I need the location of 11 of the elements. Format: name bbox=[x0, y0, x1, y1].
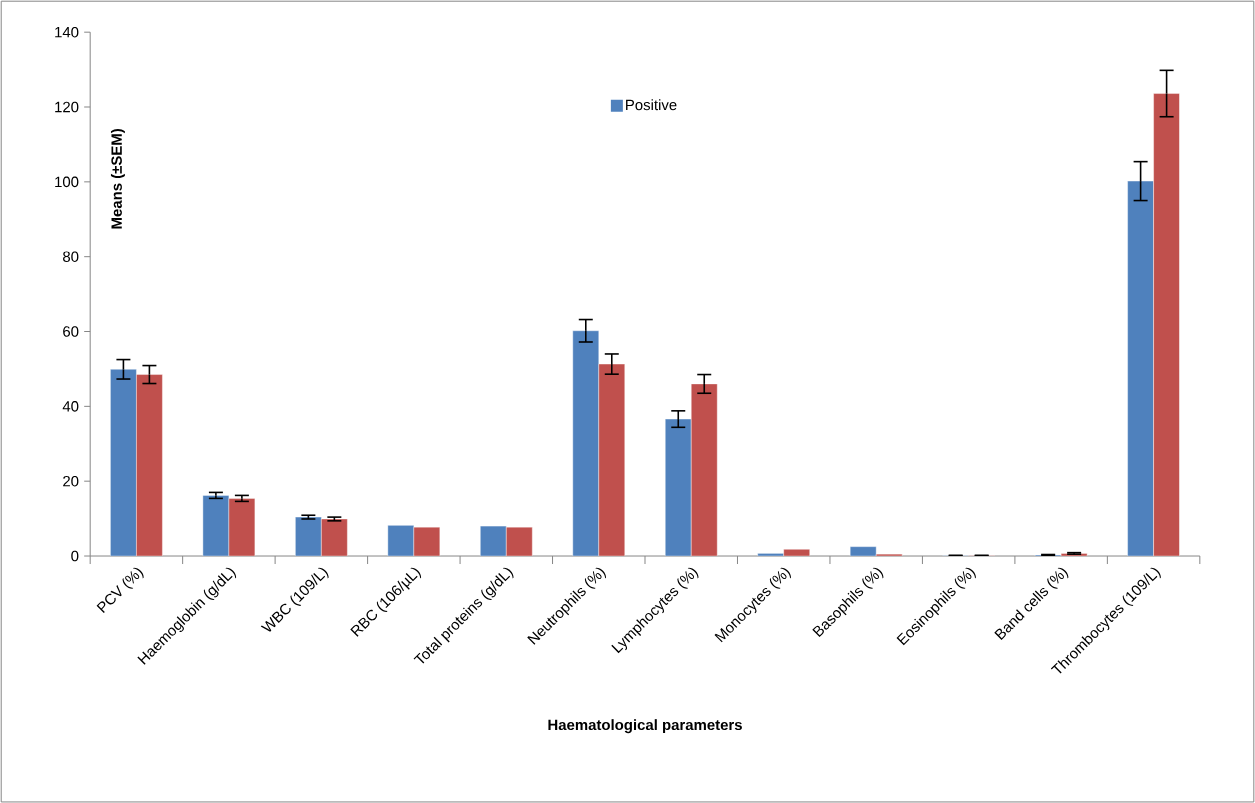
legend-label: Positive bbox=[626, 99, 677, 111]
y-tick-label: 100 bbox=[55, 176, 79, 188]
y-tick-label: 0 bbox=[71, 550, 79, 562]
y-tick-label: 120 bbox=[55, 101, 79, 113]
y-tick-label: 40 bbox=[62, 400, 79, 412]
y-tick-label: 60 bbox=[63, 326, 79, 337]
y-tick-label: 80 bbox=[63, 251, 79, 262]
x-axis-title: Haematological parameters bbox=[548, 719, 742, 734]
y-tick-label: 20 bbox=[63, 475, 79, 487]
y-axis-title: Means (±SEM) bbox=[110, 128, 125, 229]
y-tick-label: 140 bbox=[55, 26, 79, 38]
